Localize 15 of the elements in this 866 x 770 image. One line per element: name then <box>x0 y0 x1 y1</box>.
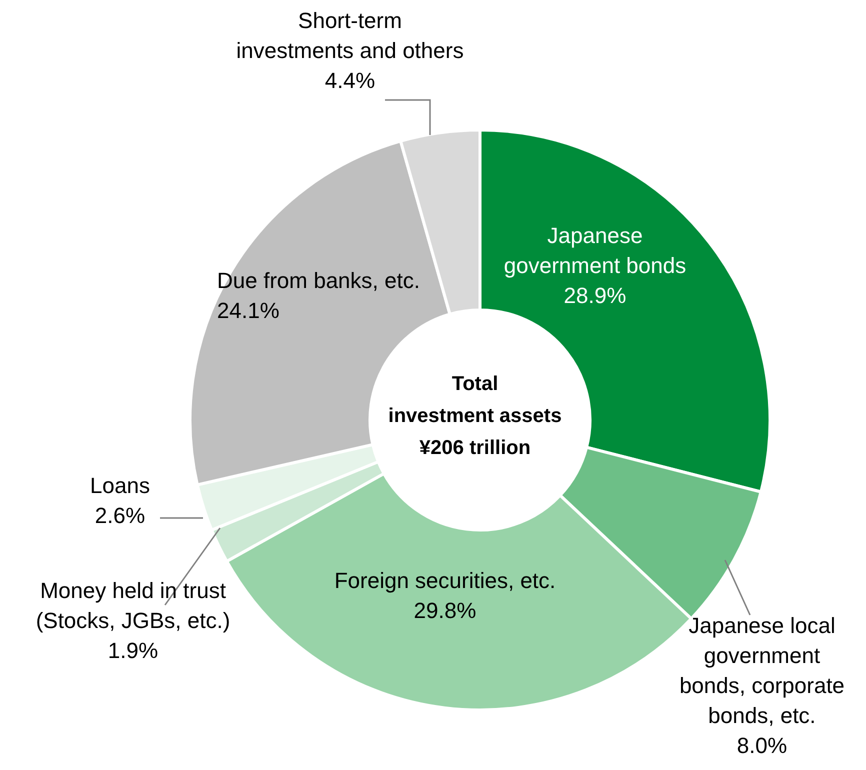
text: Total investment assets ¥206 trillion <box>388 373 562 459</box>
slice-label: Japanese local government bonds, corporate bonds, etc. <box>679 613 845 728</box>
slice-label: Short-term investments and others <box>236 8 464 63</box>
data-label: 29.8% <box>414 598 476 623</box>
data-label: 1.9% <box>108 638 158 663</box>
slice-label: Loans <box>90 473 150 498</box>
slice-label: Money held in trust (Stocks, JGBs, etc.) <box>36 578 230 633</box>
slice-label: Due from banks, etc. <box>217 268 420 293</box>
data-label: 28.9% <box>564 283 626 308</box>
data-label: 2.6% <box>94 503 146 528</box>
data-label: 24.1% <box>217 298 280 323</box>
slice-label: Foreign securities, etc. <box>334 568 556 593</box>
data-label: 8.0% <box>736 733 788 758</box>
slice-label: Japanese government bonds <box>504 223 686 278</box>
data-label: 4.4% <box>324 68 376 93</box>
